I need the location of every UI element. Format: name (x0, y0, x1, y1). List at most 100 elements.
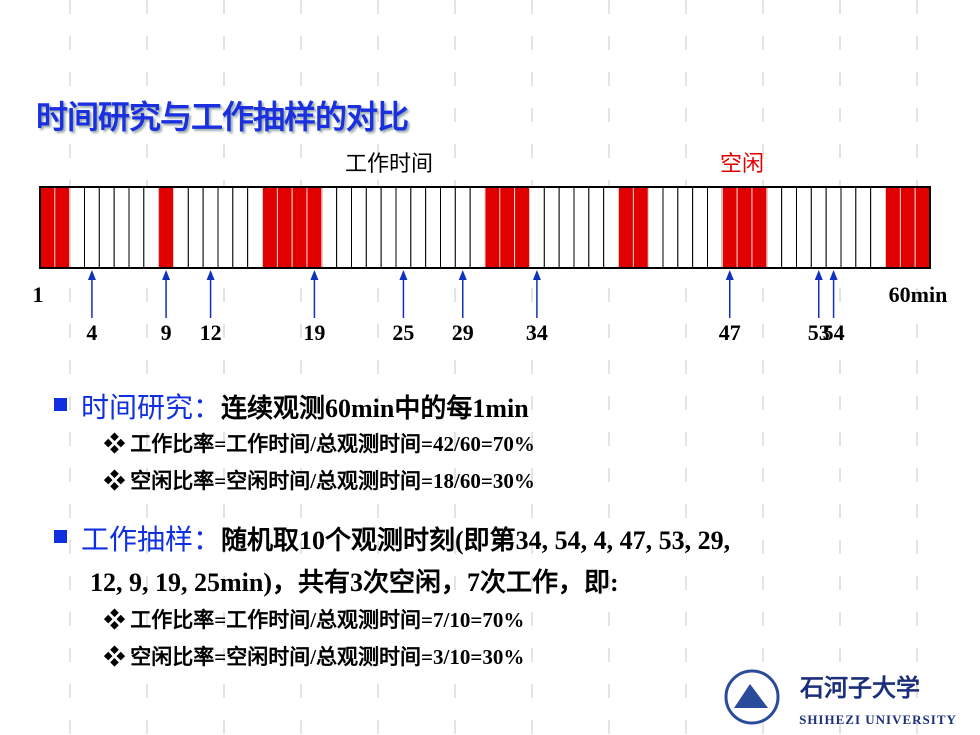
cell (128, 186, 145, 269)
bullet-key: 工作抽样： (81, 525, 222, 556)
sample-label: 34 (526, 320, 548, 345)
sample-label: 25 (392, 320, 414, 345)
arrow-head (162, 270, 171, 280)
sub-bullet: ❖ 工作比率=工作时间/总观测时间=7/10=70% (104, 604, 524, 634)
sub-marker: ❖ (104, 432, 131, 456)
logo: 石河子大学 SHIHEZI UNIVERSITY (724, 669, 957, 727)
cell (351, 186, 367, 269)
sample-label: 53 (808, 320, 830, 345)
cell (692, 186, 709, 269)
bar-border (39, 186, 931, 269)
sub-marker: ❖ (104, 469, 131, 493)
cell (380, 186, 397, 269)
arrow-head (399, 270, 408, 280)
bullet-key: 时间研究： (81, 393, 222, 424)
bullet-text: 连续观测60min中的每1min (221, 394, 529, 423)
cell (543, 186, 560, 269)
cell (69, 186, 85, 269)
cell (855, 186, 872, 269)
arrow-head (206, 270, 215, 280)
cell (440, 186, 456, 269)
bullet-line: 12, 9, 19, 25min)，共有3次空闲，7次工作，即: (90, 562, 619, 599)
cell (662, 186, 679, 269)
cell (558, 186, 575, 269)
cell (647, 186, 664, 269)
cell (425, 186, 441, 269)
cell (187, 186, 204, 269)
cell (677, 186, 694, 269)
idle-cell (306, 186, 323, 269)
cell (825, 186, 842, 269)
arrow-head (87, 270, 96, 280)
cell (143, 186, 160, 269)
cell (870, 186, 887, 269)
cell (113, 186, 130, 269)
cell (365, 186, 382, 269)
arrow-head (532, 270, 541, 280)
sample-label: 12 (200, 320, 222, 345)
cell (232, 186, 249, 269)
cell (707, 186, 723, 269)
cell (588, 186, 605, 269)
idle-cell (751, 186, 768, 269)
cell (573, 186, 590, 269)
sub-bullet: ❖ 空闲比率=空闲时间/总观测时间=3/10=30% (104, 641, 524, 671)
logo-mountain (734, 684, 768, 708)
cell (98, 186, 115, 269)
arrow-head (829, 270, 838, 280)
idle-label: 空闲 (720, 151, 765, 176)
cell (766, 186, 783, 269)
sample-label: 54 (823, 320, 845, 345)
logo-en: SHIHEZI UNIVERSITY (799, 712, 957, 727)
cell (840, 186, 857, 269)
idle-cell (291, 186, 308, 269)
cell (247, 186, 264, 269)
idle-cell (54, 186, 71, 269)
cell (469, 186, 486, 269)
idle-cell (618, 186, 634, 269)
arrow-head (725, 270, 734, 280)
bullet-line: 工作抽样：随机取10个观测时刻(即第34, 54, 4, 47, 53, 29, (54, 518, 730, 558)
background-dashes (69, 0, 918, 735)
work-label: 工作时间 (345, 151, 434, 176)
cell (810, 186, 827, 269)
idle-cell (632, 186, 649, 269)
cell (217, 186, 234, 269)
idle-cell (514, 186, 530, 269)
cell (454, 186, 471, 269)
bullet-text: 12, 9, 19, 25min)，共有3次空闲，7次工作，即: (90, 568, 619, 597)
arrow-head (458, 270, 467, 280)
cell (395, 186, 412, 269)
sample-label: 29 (452, 320, 474, 345)
cell (336, 186, 352, 269)
sub-bullet: ❖ 空闲比率=空闲时间/总观测时间=18/60=30% (104, 465, 535, 495)
idle-cell (39, 186, 56, 269)
idle-cell (499, 186, 516, 269)
idle-cell (276, 186, 293, 269)
sample-label: 19 (303, 320, 325, 345)
arrow-head (814, 270, 823, 280)
sub-marker: ❖ (104, 608, 131, 632)
idle-cell (914, 186, 931, 269)
idle-cell (262, 186, 278, 269)
cell (321, 186, 338, 269)
arrow-head (310, 270, 319, 280)
cell (529, 186, 545, 269)
idle-cell (736, 186, 753, 269)
title: 时间研究与工作抽样的对比 (36, 98, 409, 136)
idle-cell (721, 186, 738, 269)
logo-cn: 石河子大学 (799, 673, 920, 702)
idle-cell (484, 186, 501, 269)
idle-cell (885, 186, 901, 269)
bullet-line: 时间研究：连续观测60min中的每1min (54, 386, 529, 426)
sub-text: 空闲比率=空闲时间/总观测时间=3/10=30% (130, 645, 525, 669)
cell (84, 186, 100, 269)
scale-end: 60min (889, 282, 948, 307)
sub-bullet: ❖ 工作比率=工作时间/总观测时间=42/60=70% (104, 428, 535, 458)
sub-text: 空闲比率=空闲时间/总观测时间=18/60=30% (130, 469, 535, 493)
cell (202, 186, 219, 269)
sub-text: 工作比率=工作时间/总观测时间=7/10=70% (130, 608, 525, 632)
